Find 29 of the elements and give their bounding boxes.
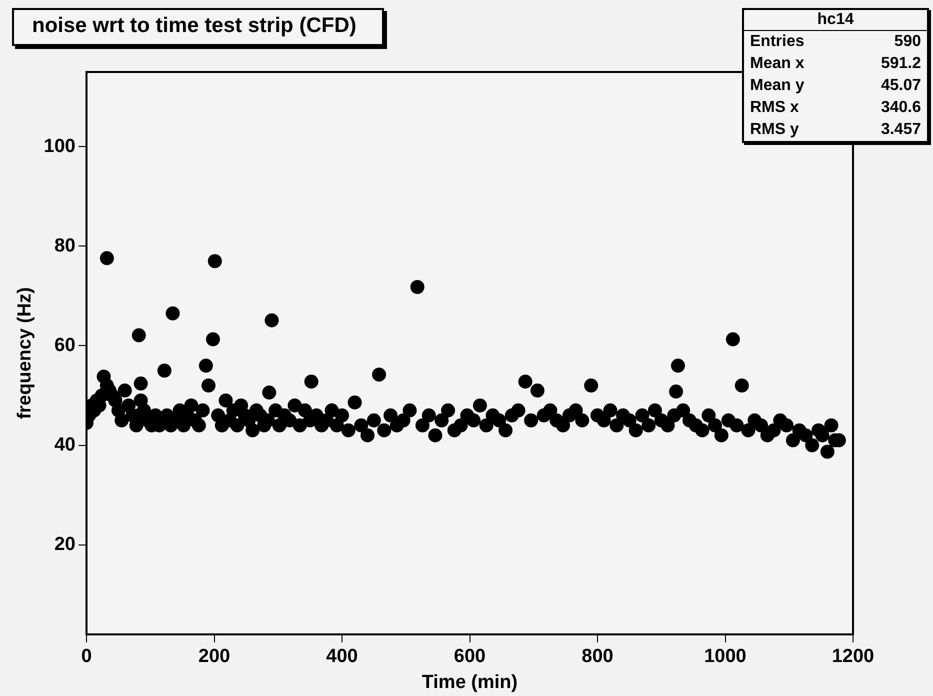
point [134,376,148,391]
text: 45.07 [880,76,921,96]
x-tick-label: 1200 [832,646,874,668]
text: Entries [750,32,804,52]
y-tick-label: 20 [54,534,76,556]
annotation: Mean x [750,54,804,74]
x-tick-label: 0 [81,646,92,668]
x-tick-label: 400 [326,646,358,668]
y-tick-label: 60 [54,334,76,356]
y-tick-label: 80 [54,235,76,256]
chart-title: noise wrt to time test strip (CFD) [12,8,384,46]
x-tick-label: 200 [198,646,230,668]
point [132,328,146,342]
annotation: Mean y [750,76,804,96]
text: 591.2 [880,54,921,74]
annotation: RMS y [750,120,799,140]
x-tick-label: 800 [582,646,614,668]
text: hc14 [744,10,927,31]
x-tick-label: 600 [454,646,486,668]
x-tick-label: 1000 [704,646,746,668]
y-tick-label: 40 [54,434,76,456]
x-axis-title: Time (min) [422,672,518,693]
text: 3.457 [880,120,921,140]
annotation: RMS x [750,98,799,118]
y-axis-title: frequency (Hz) [14,287,36,420]
text: 590 [894,32,921,52]
point [100,251,114,266]
y-tick-label: 100 [44,136,76,157]
text: 340.6 [880,98,921,118]
